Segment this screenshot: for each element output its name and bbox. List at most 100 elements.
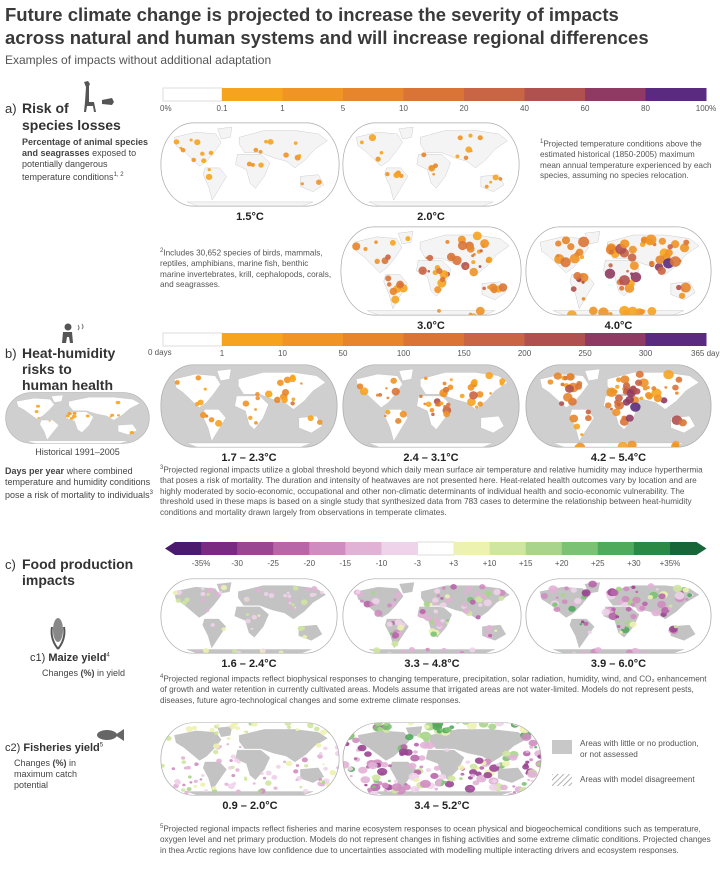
scale-label: -30: [231, 559, 243, 568]
impact-spot: [535, 778, 541, 783]
impact-spot: [355, 590, 361, 595]
impact-spot: [387, 651, 392, 654]
impact-spot: [655, 599, 658, 602]
impact-spot: [474, 757, 484, 764]
impact-spot: [110, 413, 115, 417]
scale-label: 0.1: [216, 104, 228, 113]
impact-spot: [216, 723, 220, 727]
subsection-title: c1) Maize yield4: [30, 652, 110, 664]
impact-spot: [408, 762, 417, 769]
impact-spot: [672, 384, 679, 391]
impact-spot: [660, 397, 668, 404]
impact-spot: [673, 584, 683, 593]
land: [368, 442, 494, 448]
impact-spot: [410, 754, 420, 762]
color-scale: [162, 87, 707, 102]
impact-spot: [311, 586, 318, 592]
impact-spot: [678, 292, 686, 299]
impact-spot: [615, 384, 620, 389]
impact-spot: [657, 266, 666, 275]
footnote: 5Projected regional impacts reflect fish…: [160, 822, 712, 856]
impact-spot: [212, 749, 219, 755]
scale-label: 0 days: [148, 348, 172, 357]
section-title: species losses: [22, 117, 121, 133]
impact-spot: [216, 758, 222, 764]
impact-spot: [291, 603, 295, 606]
impact-spot: [533, 723, 538, 726]
impact-spot: [290, 401, 295, 406]
impact-spot: [165, 728, 171, 733]
impact-spot: [433, 163, 438, 169]
land: [497, 767, 525, 783]
impact-spot: [663, 369, 674, 380]
impact-spot: [469, 763, 478, 770]
description-text: exposed to potentially dangerous tempera…: [22, 148, 137, 182]
impact-spot: [553, 372, 562, 380]
impact-spot: [265, 780, 272, 786]
impact-spot: [490, 286, 498, 294]
impact-spot: [527, 770, 538, 778]
map-label: 4.0°C: [604, 320, 633, 332]
impact-spot: [525, 750, 530, 754]
land: [239, 130, 328, 169]
impact-spot: [564, 586, 569, 591]
impact-spot: [396, 280, 405, 289]
impact-spot: [278, 650, 284, 654]
map: [5, 392, 150, 444]
impact-spot: [386, 396, 390, 400]
impact-spot: [469, 769, 478, 776]
scale-label: 300: [638, 349, 653, 358]
land: [371, 791, 513, 796]
scale-label: 1: [219, 349, 225, 358]
map-outline: [5, 392, 150, 444]
scale-segment: [222, 88, 283, 101]
land: [68, 397, 141, 421]
impact-spot: [601, 608, 610, 616]
impact-spot: [354, 792, 361, 796]
impact-spot: [494, 629, 498, 632]
impact-spot: [235, 768, 240, 772]
impact-spot: [301, 599, 308, 605]
impact-spot: [573, 423, 581, 430]
impact-spot: [608, 263, 613, 268]
impact-spot: [480, 593, 487, 600]
section-title: risks to: [22, 361, 72, 377]
impact-spot: [72, 411, 77, 415]
impact-spot: [304, 764, 309, 768]
impact-spot: [467, 397, 476, 407]
icon-fish: [97, 729, 124, 741]
impact-spot: [253, 147, 259, 153]
impact-spot: [283, 760, 287, 764]
impact-spot: [488, 633, 493, 638]
impact-spot: [252, 782, 256, 785]
impact-spot: [585, 415, 592, 422]
impact-spot: [186, 765, 191, 770]
impact-spot: [627, 306, 638, 316]
impact-spot: [400, 744, 408, 750]
impact-spot: [402, 784, 411, 791]
footnote-text: Projected temperature conditions above t…: [540, 139, 712, 181]
impact-spot: [115, 400, 121, 405]
land: [186, 442, 312, 448]
impact-spot: [630, 402, 641, 412]
map-outline: [160, 122, 340, 207]
impact-spot: [393, 598, 397, 602]
impact-spot: [439, 401, 444, 406]
scale-label: 10: [278, 349, 287, 358]
impact-spot: [619, 305, 630, 316]
impact-spot: [485, 256, 493, 264]
scale-segment: [633, 542, 671, 555]
impact-spot: [398, 748, 409, 756]
impact-spot: [619, 630, 623, 634]
scale-segment: [162, 332, 223, 347]
impact-spot: [213, 743, 220, 749]
impact-spot: [585, 409, 592, 415]
impact-spot: [184, 597, 190, 603]
scale-segment: [282, 88, 344, 101]
impact-spot: [460, 772, 465, 776]
impact-spot: [36, 404, 41, 408]
map: [342, 578, 522, 654]
impact-spot: [199, 778, 203, 781]
impact-spot: [205, 609, 210, 613]
impact-spot: [608, 612, 618, 621]
